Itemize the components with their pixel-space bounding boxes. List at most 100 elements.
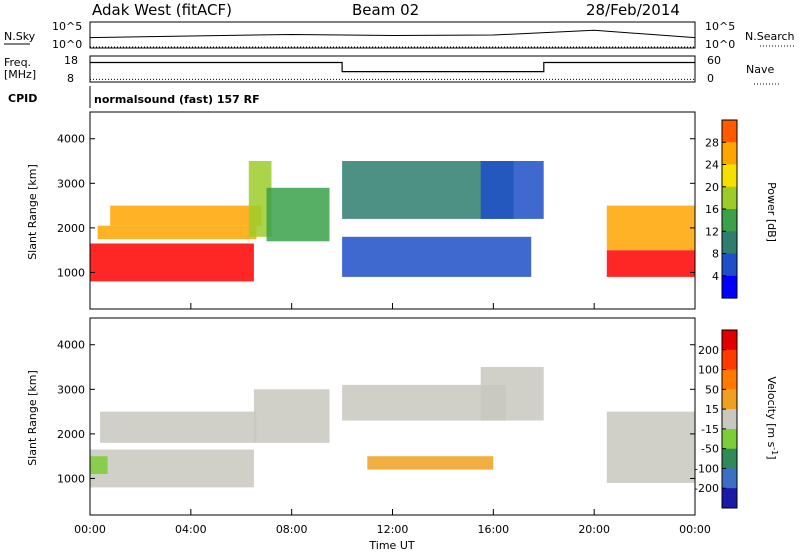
- power-panel: 1000 2000 3000 4000 Slant Range [km]: [26, 111, 696, 310]
- nave-tick-bottom: 0: [707, 72, 714, 85]
- power-y-ticks: 1000 2000 3000 4000: [57, 133, 695, 279]
- x-tick-label: 16:00: [477, 523, 509, 536]
- time-xlabel: Time UT: [368, 539, 414, 552]
- nsearch-label: N.Search: [745, 30, 795, 43]
- colorbar-tick-label: 28: [705, 136, 719, 149]
- scatter-region: [90, 449, 254, 488]
- freq-tick-bottom: 8: [67, 72, 74, 85]
- x-tick-label: 20:00: [578, 523, 610, 536]
- colorbar-tick-label: 12: [705, 225, 719, 238]
- colorbar-segment: [722, 253, 737, 277]
- station-title: Adak West (fitACF): [92, 1, 232, 19]
- y-tick-label: 2000: [57, 428, 85, 441]
- scatter-region: [248, 161, 272, 237]
- freq-label: Freq.: [4, 56, 31, 69]
- y-tick-label: 4000: [57, 133, 85, 146]
- velocity-panel: 1000 2000 3000 4000 Slant Range [km]: [26, 317, 696, 516]
- nave-tick-top: 60: [707, 54, 721, 67]
- x-tick-label: 04:00: [175, 523, 207, 536]
- power-ylabel: Slant Range [km]: [26, 164, 39, 260]
- colorbar-segment: [722, 186, 737, 210]
- scatter-region: [367, 456, 494, 470]
- scatter-region: [97, 225, 257, 240]
- velocity-colorbar-label-main: Velocity [m s: [765, 376, 778, 447]
- colorbar-segment: [722, 409, 737, 430]
- freq-unit-label: [MHz]: [4, 68, 36, 81]
- colorbar-segment: [722, 448, 737, 469]
- scatter-region: [253, 389, 330, 443]
- colorbar-segment: [722, 275, 737, 299]
- nsky-tick-bottom: 10^0: [52, 38, 82, 51]
- power-marks: [90, 161, 695, 282]
- colorbar-segment: [722, 142, 737, 166]
- nsky-right-tick-top: 10^5: [705, 20, 735, 33]
- scatter-region: [110, 205, 262, 226]
- nsky-series-line: [89, 29, 696, 39]
- colorbar-tick-label: 16: [705, 203, 719, 216]
- colorbar-tick-label: 4: [712, 270, 719, 283]
- colorbar-segment: [722, 389, 737, 410]
- velocity-ylabel: Slant Range [km]: [26, 370, 39, 466]
- colorbar-tick-label: 8: [712, 248, 719, 261]
- freq-series-line: [90, 61, 695, 73]
- colorbar-tick-label: 24: [705, 159, 719, 172]
- y-tick-label: 4000: [57, 339, 85, 352]
- cpid-label: CPID: [8, 92, 37, 105]
- freq-tick-top: 18: [64, 54, 78, 67]
- colorbar-segment: [722, 369, 737, 390]
- x-tick-label: 08:00: [276, 523, 308, 536]
- colorbar-segment: [722, 468, 737, 489]
- x-tick-label: 12:00: [377, 523, 409, 536]
- y-tick-label: 2000: [57, 222, 85, 235]
- velocity-y-ticks: 1000 2000 3000 4000: [57, 339, 695, 485]
- velocity-marks: [90, 367, 695, 488]
- time-x-ticks: 00:00 04:00 08:00 12:00 16:00 20:00 00:00: [74, 303, 711, 536]
- beam-title: Beam 02: [352, 1, 419, 19]
- scatter-region: [90, 243, 254, 282]
- y-tick-label: 3000: [57, 383, 85, 396]
- freq-frame: [89, 55, 696, 83]
- colorbar-segment: [722, 164, 737, 188]
- x-tick-label: 00:00: [74, 523, 106, 536]
- velocity-colorbar-label-close: ]: [765, 455, 778, 459]
- colorbar-segment: [722, 209, 737, 232]
- colorbar-segment: [722, 120, 737, 143]
- colorbar-tick-label: 200: [698, 344, 719, 357]
- scatter-region: [266, 187, 330, 242]
- colorbar-tick-label: 15: [705, 403, 719, 416]
- nsky-tick-top: 10^5: [52, 20, 82, 33]
- nsky-label: N.Sky: [4, 30, 36, 43]
- velocity-colorbar: 200 100 50 15 -15 -50 -100 -200: [694, 329, 738, 509]
- date-title: 28/Feb/2014: [586, 1, 680, 19]
- nsky-frame: [89, 21, 696, 49]
- power-colorbar-label: Power [dB]: [765, 182, 778, 242]
- colorbar-segment: [722, 349, 737, 371]
- scatter-region: [342, 236, 532, 277]
- scatter-region: [342, 384, 506, 421]
- scatter-region: [480, 367, 544, 421]
- colorbar-segment: [722, 330, 737, 351]
- scatter-region: [606, 205, 695, 251]
- nsky-panel: N.Sky 10^5 10^0 10^5 10^0 N.Search: [4, 20, 795, 51]
- colorbar-tick-label: -15: [701, 423, 719, 436]
- scatter-region: [90, 456, 108, 474]
- scatter-region: [606, 250, 695, 277]
- nave-label: Nave: [746, 63, 774, 76]
- colorbar-segment: [722, 231, 737, 255]
- colorbar-tick-label: 20: [705, 181, 719, 194]
- nsky-right-tick-bottom: 10^0: [705, 38, 735, 51]
- y-tick-label: 3000: [57, 177, 85, 190]
- colorbar-segment: [722, 428, 737, 450]
- colorbar-tick-label: -200: [694, 482, 719, 495]
- freq-panel: Freq. [MHz] 18 8 60 0 Nave: [4, 54, 780, 85]
- scatter-region: [480, 161, 544, 219]
- colorbar-tick-label: 100: [698, 364, 719, 377]
- scatter-region: [100, 411, 257, 443]
- x-tick-label: 00:00: [679, 523, 711, 536]
- scatter-region: [606, 411, 695, 483]
- colorbar-tick-label: -100: [694, 462, 719, 475]
- cpid-text: normalsound (fast) 157 RF: [94, 93, 260, 106]
- colorbar-tick-label: -50: [701, 443, 719, 456]
- colorbar-segment: [722, 488, 737, 509]
